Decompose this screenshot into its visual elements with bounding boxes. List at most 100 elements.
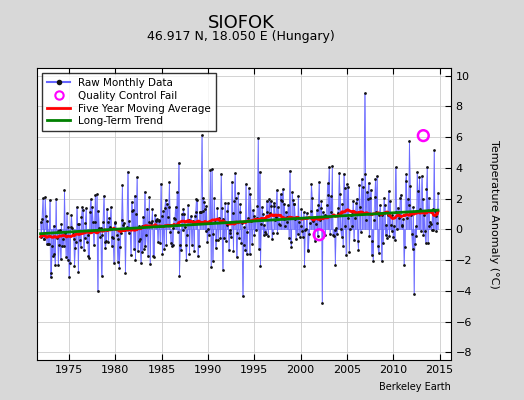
Point — [361, 90, 369, 96]
Point — [98, 232, 106, 238]
Point — [259, 211, 267, 217]
Point — [220, 235, 228, 241]
Y-axis label: Temperature Anomaly (°C): Temperature Anomaly (°C) — [489, 140, 499, 288]
Point — [328, 209, 336, 216]
Point — [408, 230, 416, 237]
Point — [252, 227, 260, 233]
Point — [93, 191, 101, 198]
Point — [351, 209, 359, 216]
Point — [279, 186, 287, 192]
Point — [387, 228, 396, 234]
Point — [72, 239, 80, 245]
Point — [305, 220, 314, 226]
Point — [424, 194, 433, 201]
Point — [235, 235, 243, 242]
Point — [219, 215, 227, 222]
Point — [84, 253, 93, 260]
Point — [68, 225, 77, 231]
Point — [418, 173, 426, 179]
Point — [331, 262, 340, 268]
Point — [336, 226, 345, 232]
Point — [41, 194, 49, 200]
Point — [69, 231, 77, 238]
Point — [129, 207, 137, 213]
Point — [369, 258, 377, 264]
Point — [96, 234, 104, 240]
Point — [73, 220, 82, 227]
Point — [36, 219, 45, 226]
Point — [295, 218, 303, 225]
Point — [181, 224, 189, 230]
Point — [256, 168, 264, 175]
Point — [216, 235, 225, 241]
Point — [209, 231, 217, 238]
Point — [335, 170, 343, 176]
Point — [169, 224, 178, 231]
Point — [389, 234, 397, 240]
Point — [256, 262, 265, 269]
Point — [395, 214, 403, 221]
Point — [272, 214, 280, 220]
Point — [104, 219, 112, 225]
Point — [43, 218, 52, 224]
Point — [398, 222, 407, 229]
Point — [280, 200, 289, 207]
Point — [225, 247, 233, 254]
Point — [296, 234, 304, 240]
Point — [189, 218, 197, 224]
Point — [347, 211, 356, 217]
Point — [297, 222, 305, 229]
Point — [249, 213, 258, 220]
Point — [232, 195, 240, 202]
Point — [148, 206, 157, 212]
Point — [377, 211, 385, 218]
Point — [182, 257, 191, 263]
Point — [248, 207, 257, 214]
Point — [287, 244, 296, 250]
Point — [47, 274, 55, 280]
Point — [118, 182, 126, 188]
Point — [194, 243, 203, 249]
Point — [156, 240, 165, 246]
Point — [139, 214, 147, 220]
Point — [199, 195, 208, 201]
Point — [258, 204, 266, 210]
Point — [406, 183, 414, 189]
Point — [426, 219, 434, 225]
Point — [78, 204, 86, 211]
Point — [399, 215, 408, 222]
Point — [204, 226, 212, 232]
Point — [274, 230, 282, 236]
Point — [108, 234, 116, 240]
Point — [209, 258, 217, 264]
Point — [212, 245, 220, 251]
Point — [392, 209, 400, 215]
Point — [74, 269, 83, 275]
Point — [190, 248, 198, 254]
Point — [372, 176, 380, 182]
Point — [203, 238, 211, 245]
Point — [388, 212, 397, 218]
Point — [146, 261, 155, 268]
Point — [337, 233, 346, 240]
Point — [269, 200, 278, 206]
Point — [130, 192, 139, 199]
Point — [137, 260, 145, 267]
Point — [104, 239, 113, 245]
Point — [302, 226, 310, 232]
Point — [239, 242, 248, 248]
Point — [117, 216, 126, 223]
Point — [188, 242, 196, 248]
Point — [70, 236, 78, 242]
Point — [288, 189, 296, 195]
Point — [364, 180, 373, 186]
Point — [421, 240, 430, 246]
Point — [49, 253, 57, 260]
Point — [384, 211, 392, 218]
Point — [243, 251, 251, 258]
Point — [93, 288, 102, 294]
Point — [292, 236, 300, 242]
Point — [382, 222, 390, 228]
Point — [165, 204, 173, 210]
Point — [145, 219, 153, 225]
